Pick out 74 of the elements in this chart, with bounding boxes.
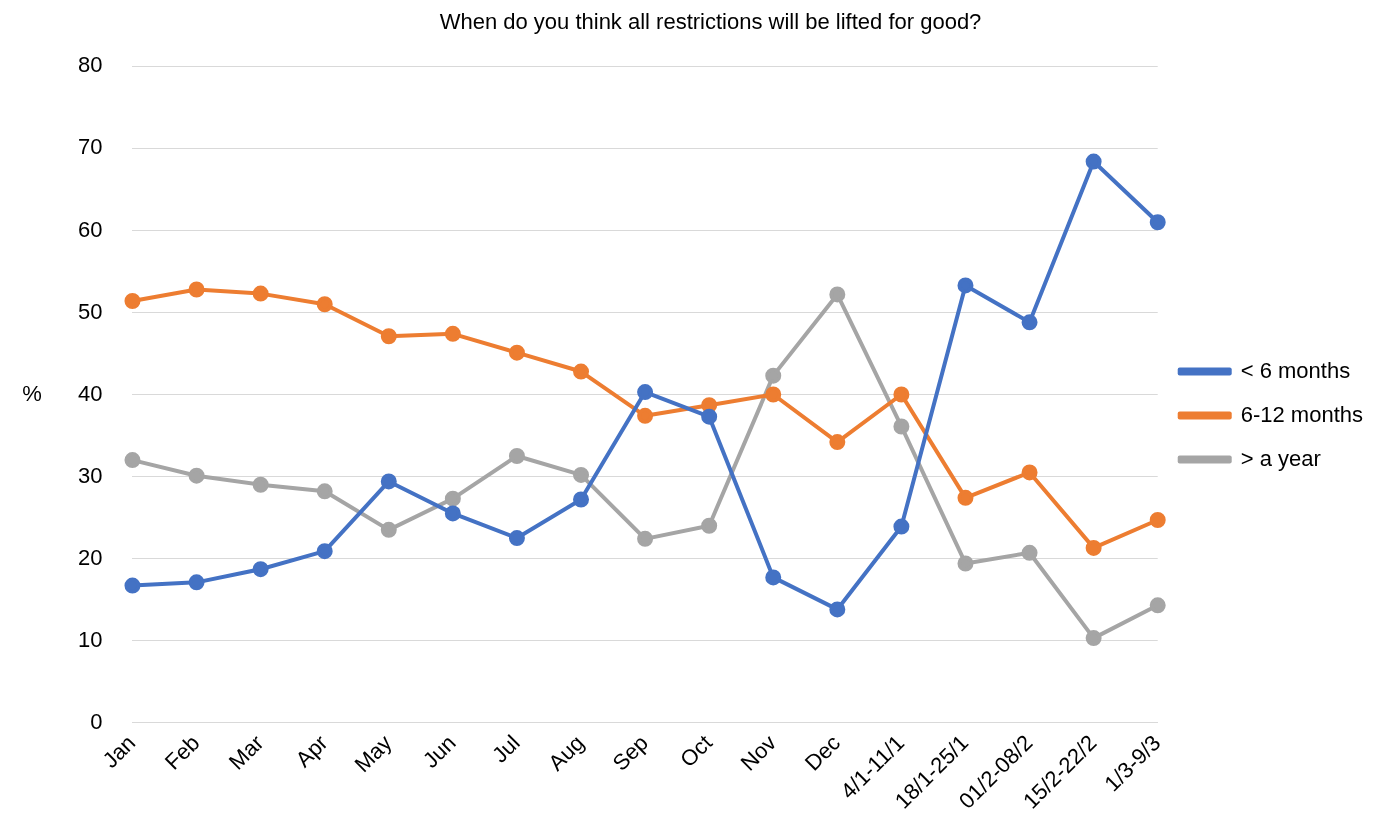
point [829, 434, 846, 451]
x-tick-label: Sep [607, 730, 653, 776]
y-tick-label: 70 [77, 134, 103, 160]
point [637, 530, 654, 547]
point [893, 386, 910, 403]
y-tick-label: 10 [77, 626, 103, 652]
point [508, 344, 525, 361]
point [1085, 539, 1102, 556]
x-tick-label: Nov [735, 730, 782, 776]
point [637, 407, 654, 424]
x-tick-label: Dec [799, 730, 846, 776]
x-tick-label: May [349, 730, 397, 778]
point [1021, 314, 1038, 331]
point [124, 577, 141, 594]
point [1021, 464, 1038, 481]
y-axis-title: % [22, 380, 42, 406]
x-tick-label: Mar [223, 730, 269, 775]
point [1021, 544, 1038, 561]
point [1085, 630, 1102, 647]
point [829, 601, 846, 618]
y-tick-label: 20 [77, 544, 103, 570]
point [124, 452, 141, 469]
y-tick-label: 40 [77, 380, 103, 406]
y-tick-label: 60 [77, 216, 103, 242]
point [380, 521, 397, 538]
point [957, 555, 974, 572]
point [765, 367, 782, 384]
y-tick-label: 50 [77, 298, 103, 324]
point [701, 517, 718, 534]
point [252, 561, 269, 578]
x-tick-label: Oct [675, 730, 717, 772]
point [316, 296, 333, 313]
point [893, 418, 910, 435]
point [1149, 512, 1166, 528]
point [316, 543, 333, 560]
point [188, 574, 205, 591]
point [765, 386, 782, 403]
point [893, 518, 910, 535]
point [444, 490, 461, 507]
y-tick-label: 80 [77, 52, 103, 78]
point [957, 489, 974, 506]
point [252, 285, 269, 302]
x-tick-label: Apr [290, 730, 333, 772]
point [1149, 597, 1166, 614]
point [444, 505, 461, 522]
legend-label: 6-12 months [1240, 401, 1364, 427]
point [508, 530, 525, 547]
point [508, 448, 525, 465]
legend-label: > a year [1240, 445, 1321, 471]
point [573, 491, 590, 508]
point [573, 466, 590, 483]
legend-label: < 6 months [1240, 357, 1351, 383]
point [765, 569, 782, 586]
point [829, 286, 846, 303]
point [573, 363, 590, 380]
point [701, 408, 718, 425]
x-tick-label: Aug [543, 730, 589, 776]
x-tick-label: Jul [487, 730, 525, 768]
point [124, 292, 141, 309]
y-tick-label: 30 [77, 462, 103, 488]
point [316, 483, 333, 500]
x-tick-label: Feb [159, 730, 205, 775]
point [1085, 153, 1102, 170]
point [188, 467, 205, 484]
point [444, 325, 461, 342]
point [380, 328, 397, 345]
point [637, 384, 654, 401]
point [1149, 214, 1166, 231]
point [188, 281, 205, 298]
chart-title: When do you think all restrictions will be lifted for good? [439, 9, 982, 35]
point [380, 473, 397, 490]
point [252, 476, 269, 493]
point [957, 277, 974, 294]
x-tick-label: Jun [417, 730, 461, 773]
